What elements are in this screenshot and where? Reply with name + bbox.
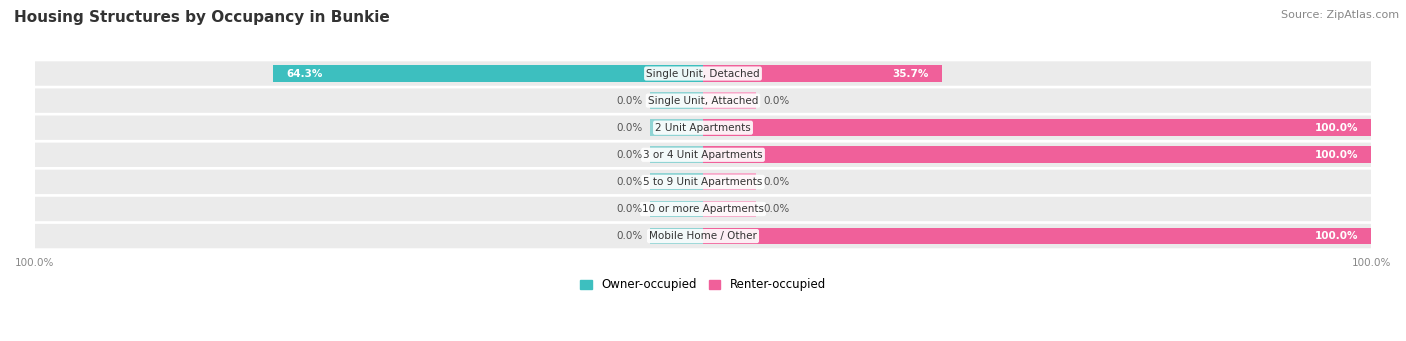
Bar: [650, 92, 703, 109]
Text: 35.7%: 35.7%: [891, 69, 928, 78]
Bar: [650, 119, 703, 136]
Text: 10 or more Apartments: 10 or more Apartments: [643, 204, 763, 214]
FancyBboxPatch shape: [34, 197, 1372, 221]
Text: Source: ZipAtlas.com: Source: ZipAtlas.com: [1281, 10, 1399, 20]
Bar: [650, 201, 703, 217]
Legend: Owner-occupied, Renter-occupied: Owner-occupied, Renter-occupied: [579, 278, 827, 291]
Text: 0.0%: 0.0%: [617, 95, 643, 106]
FancyBboxPatch shape: [34, 143, 1372, 167]
Bar: [703, 119, 1371, 136]
Text: Single Unit, Detached: Single Unit, Detached: [647, 69, 759, 78]
Bar: [703, 146, 1371, 163]
Text: 100.0%: 100.0%: [1315, 231, 1358, 241]
Bar: [703, 174, 756, 190]
Bar: [650, 228, 703, 244]
FancyBboxPatch shape: [34, 224, 1372, 248]
Bar: [703, 201, 756, 217]
Text: 0.0%: 0.0%: [617, 204, 643, 214]
FancyBboxPatch shape: [34, 61, 1372, 86]
Text: 100.0%: 100.0%: [1315, 150, 1358, 160]
Text: 0.0%: 0.0%: [617, 123, 643, 133]
Bar: [703, 228, 1371, 244]
Bar: [703, 92, 756, 109]
Text: 2 Unit Apartments: 2 Unit Apartments: [655, 123, 751, 133]
Text: Mobile Home / Other: Mobile Home / Other: [650, 231, 756, 241]
Text: 0.0%: 0.0%: [763, 204, 789, 214]
Text: Housing Structures by Occupancy in Bunkie: Housing Structures by Occupancy in Bunki…: [14, 10, 389, 25]
FancyBboxPatch shape: [34, 116, 1372, 140]
Text: 0.0%: 0.0%: [617, 177, 643, 187]
Text: 0.0%: 0.0%: [617, 231, 643, 241]
Bar: [703, 65, 942, 82]
Text: 100.0%: 100.0%: [1315, 123, 1358, 133]
Text: 3 or 4 Unit Apartments: 3 or 4 Unit Apartments: [643, 150, 763, 160]
Text: Single Unit, Attached: Single Unit, Attached: [648, 95, 758, 106]
FancyBboxPatch shape: [34, 170, 1372, 194]
Text: 5 to 9 Unit Apartments: 5 to 9 Unit Apartments: [644, 177, 762, 187]
Text: 0.0%: 0.0%: [763, 95, 789, 106]
Bar: [273, 65, 703, 82]
Bar: [650, 174, 703, 190]
Text: 0.0%: 0.0%: [763, 177, 789, 187]
Text: 0.0%: 0.0%: [617, 150, 643, 160]
FancyBboxPatch shape: [34, 88, 1372, 113]
Bar: [650, 146, 703, 163]
Text: 64.3%: 64.3%: [287, 69, 323, 78]
